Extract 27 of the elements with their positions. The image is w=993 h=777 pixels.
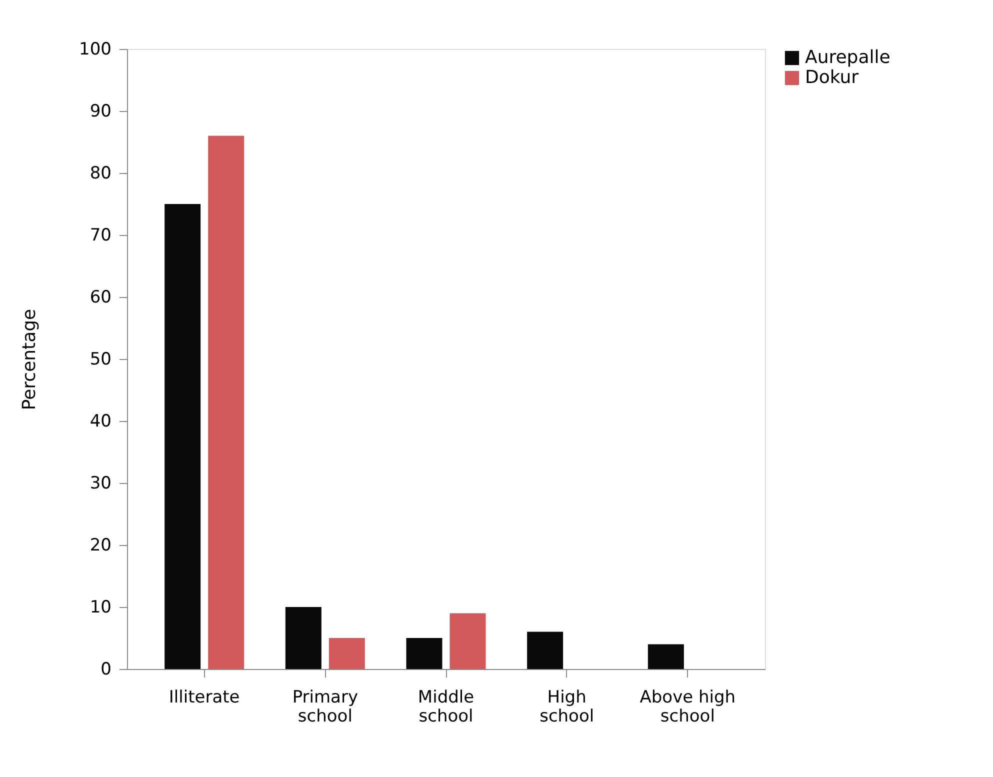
legend-label: Dokur [805,67,860,88]
x-tick-label: High school [540,688,594,726]
x-tick-label: Illiterate [168,688,240,708]
bar [450,613,486,669]
x-tick-label: Middle school [418,688,474,726]
x-tick-label: Primary school [292,688,358,726]
y-tick-label: 30 [90,474,112,494]
bar [285,607,322,669]
bar [208,136,244,669]
y-tick-label: 0 [100,660,112,680]
y-tick-label: 80 [90,164,112,184]
y-tick-label: 50 [90,350,112,370]
y-tick-label: 100 [79,40,112,60]
bar [527,632,564,669]
y-tick-label: 20 [90,536,112,556]
bar [328,638,365,669]
bar [406,638,442,669]
y-tick-label: 60 [90,288,112,308]
legend-label: Aurepalle [805,47,890,68]
y-axis-title: Percentage [19,308,40,410]
y-tick-label: 40 [90,412,112,432]
x-tick-label: Above high school [640,688,736,726]
bar [164,204,201,669]
bar [648,644,684,669]
y-tick-label: 90 [90,102,112,122]
y-tick-label: 10 [90,598,112,618]
y-tick-label: 70 [90,226,112,246]
